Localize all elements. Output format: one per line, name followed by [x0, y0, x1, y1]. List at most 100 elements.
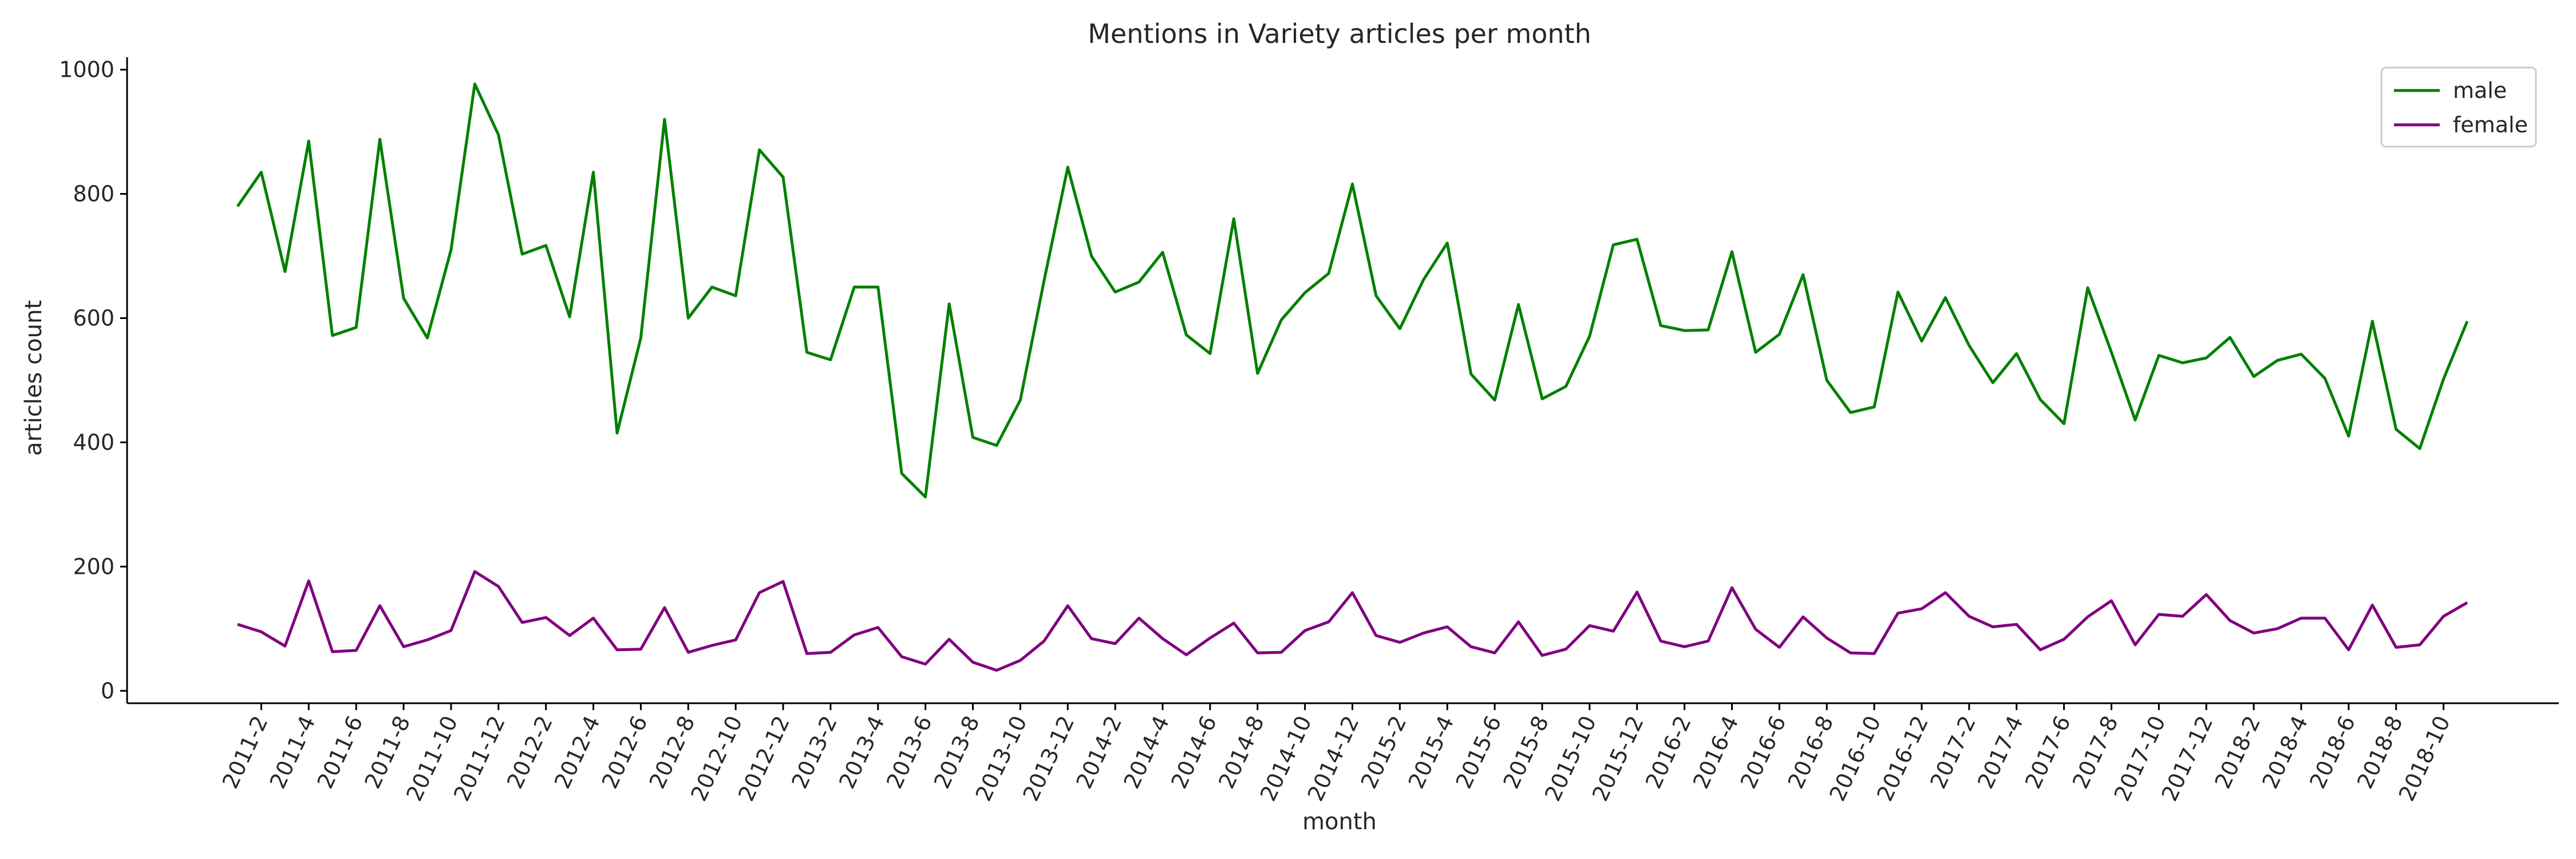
- data-point-male: [1589, 336, 1590, 337]
- x-tick-label: 2013-6: [882, 712, 937, 793]
- x-tick-label: 2017-6: [2020, 712, 2076, 793]
- data-point-male: [2016, 353, 2017, 354]
- data-point-male: [1755, 352, 1756, 353]
- x-tick-label: 2011-6: [313, 712, 368, 793]
- data-point-male: [759, 149, 760, 151]
- data-point-female: [355, 650, 357, 651]
- x-tick-label: 2015-8: [1498, 712, 1554, 793]
- x-tick-label: 2013-2: [787, 712, 842, 793]
- data-point-male: [2277, 360, 2278, 361]
- x-tick-label: 2017-2: [1925, 712, 1981, 793]
- x-tick-label: 2016-4: [1688, 712, 1744, 793]
- data-point-female: [1020, 660, 1021, 661]
- x-tick-label: 2016-2: [1641, 712, 1696, 793]
- data-point-female: [1115, 643, 1116, 644]
- x-tick-label: 2013-4: [834, 712, 890, 793]
- series-layer: [236, 82, 2469, 672]
- data-point-female: [2182, 616, 2183, 617]
- data-point-female: [2467, 602, 2468, 603]
- x-tick-label: 2018-4: [2257, 712, 2313, 793]
- x-tick-label: 2012-4: [550, 712, 605, 793]
- x-tick-label: 2012-8: [645, 712, 700, 793]
- chart-title: Mentions in Variety articles per month: [1088, 18, 1591, 49]
- data-point-female: [1281, 652, 1282, 653]
- y-tick-label: 400: [73, 430, 114, 455]
- x-tick-label: 2018-8: [2352, 712, 2408, 793]
- data-point-male: [332, 335, 333, 336]
- x-tick-label: 2014-4: [1119, 712, 1174, 793]
- series-line-female: [237, 570, 2468, 672]
- data-point-female: [1542, 655, 1543, 656]
- y-tick-label: 800: [73, 182, 114, 207]
- data-point-male: [355, 327, 357, 328]
- y-axis-label: articles count: [21, 300, 47, 456]
- x-tick-label: 2015-6: [1451, 712, 1507, 793]
- data-point-male: [1945, 297, 1946, 298]
- data-point-male: [617, 432, 618, 434]
- data-point-female: [1613, 631, 1614, 632]
- series-male: [236, 82, 2469, 499]
- data-point-female: [2348, 649, 2349, 651]
- data-point-female: [521, 622, 523, 623]
- data-point-female: [498, 586, 499, 587]
- data-point-male: [1257, 373, 1258, 374]
- data-point-female: [830, 652, 831, 653]
- data-point-female: [783, 581, 784, 582]
- data-point-female: [1779, 647, 1780, 648]
- data-point-female: [949, 639, 950, 640]
- x-tick-label: 2018-2: [2210, 712, 2265, 793]
- legend-label-female: female: [2453, 112, 2528, 137]
- x-tick-label: 2012-6: [597, 712, 653, 793]
- legend: male female: [2380, 66, 2537, 148]
- y-tick-label: 1000: [59, 57, 114, 82]
- data-point-female: [2443, 616, 2444, 617]
- data-point-female: [688, 652, 689, 653]
- data-point-male: [2182, 362, 2183, 364]
- x-tick-label: 2018-6: [2305, 712, 2360, 793]
- data-point-male: [1186, 334, 1187, 336]
- x-tick-label: 2015-4: [1404, 712, 1459, 793]
- data-point-female: [1874, 653, 1875, 654]
- data-point-male: [664, 119, 665, 120]
- x-tick-label: 2016-8: [1783, 712, 1839, 793]
- x-axis-label: month: [1302, 809, 1377, 835]
- y-tick-label: 0: [101, 678, 114, 703]
- series-line-male: [236, 82, 2469, 499]
- data-point-female: [1589, 625, 1590, 626]
- data-point-male: [783, 176, 784, 178]
- x-tick-label: 2017-8: [2068, 712, 2123, 793]
- x-tick-label: 2012-2: [502, 712, 558, 793]
- data-point-male: [2111, 352, 2112, 353]
- data-point-female: [1518, 621, 1519, 622]
- axes: 0 200 400 600 800 1000 2011-22011-42011-62011-…: [59, 57, 2559, 805]
- data-point-male: [2467, 321, 2468, 322]
- legend-box: [2380, 66, 2537, 148]
- data-point-female: [1945, 592, 1946, 593]
- y-tick-label: 200: [73, 554, 114, 579]
- data-point-female: [2277, 628, 2278, 629]
- x-tick-label: 2011-4: [265, 712, 321, 793]
- series-female: [237, 570, 2468, 672]
- data-point-male: [1423, 279, 1424, 280]
- x-tick-label: 2011-2: [218, 712, 273, 793]
- data-point-female: [1352, 592, 1353, 593]
- x-tick-label: 2011-8: [359, 712, 415, 793]
- x-tick-label: 2014-8: [1214, 712, 1269, 793]
- x-tick-label: 2016-6: [1736, 712, 1791, 793]
- x-tick-label: 2014-6: [1166, 712, 1222, 793]
- data-point-male: [2040, 399, 2041, 400]
- data-point-male: [1684, 330, 1685, 331]
- data-point-female: [759, 592, 760, 593]
- data-point-female: [1447, 626, 1448, 628]
- x-tick-label: 2015-2: [1356, 712, 1412, 793]
- x-tick-label: 2014-2: [1072, 712, 1127, 793]
- x-tick-label: 2017-4: [1973, 712, 2028, 793]
- legend-label-male: male: [2453, 78, 2507, 103]
- data-point-male: [2372, 321, 2373, 322]
- y-tick-label: 600: [73, 306, 114, 331]
- data-point-male: [1850, 412, 1851, 413]
- data-point-male: [1518, 304, 1519, 305]
- data-point-male: [1091, 255, 1092, 257]
